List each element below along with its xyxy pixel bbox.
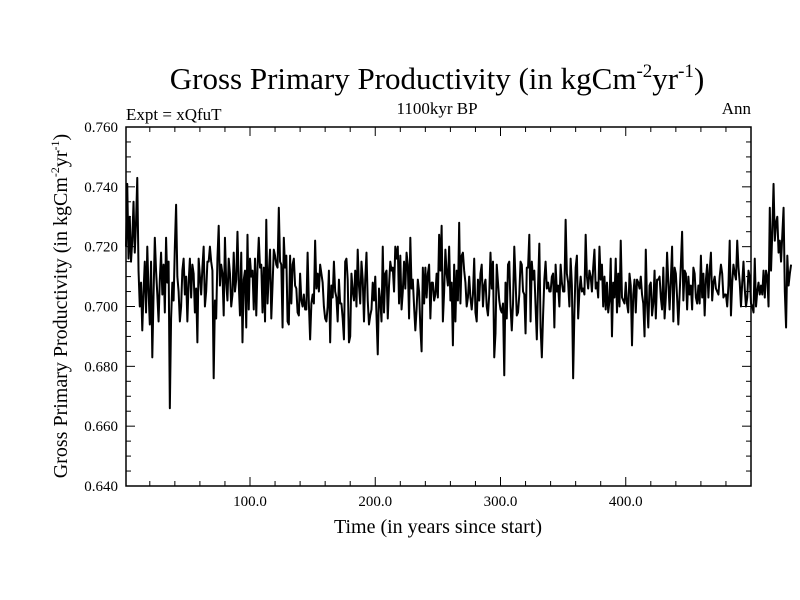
y-tick-label: 0.640 <box>84 479 118 495</box>
x-tick-label: 200.0 <box>358 494 392 510</box>
x-axis-label: Time (in years since start) <box>334 516 542 538</box>
y-tick-label: 0.720 <box>84 240 118 256</box>
season-label: Ann <box>722 99 752 118</box>
y-tick-labels: 0.640 0.660 0.680 0.700 0.720 0.740 0.760 <box>84 120 118 495</box>
gpp-series-line <box>125 176 793 410</box>
period-label: 1100kyr BP <box>396 99 477 118</box>
y-tick-label: 0.700 <box>84 300 118 316</box>
x-tick-labels: 100.0 200.0 300.0 400.0 <box>233 494 643 510</box>
plot-frame <box>125 126 752 487</box>
y-tick-label: 0.680 <box>84 359 118 375</box>
chart-title: Gross Primary Productivity (in kgCm-2yr-… <box>170 61 705 96</box>
x-tick-label: 100.0 <box>233 494 267 510</box>
axis-ticks <box>126 127 751 486</box>
y-axis-label: Gross Primary Productivity (in kgCm-2yr-… <box>48 134 72 478</box>
y-tick-label: 0.740 <box>84 180 118 196</box>
y-tick-label: 0.660 <box>84 419 118 435</box>
x-tick-label: 400.0 <box>609 494 643 510</box>
experiment-label: Expt = xQfuT <box>126 105 222 124</box>
y-tick-label: 0.760 <box>84 120 118 136</box>
x-tick-label: 300.0 <box>484 494 518 510</box>
